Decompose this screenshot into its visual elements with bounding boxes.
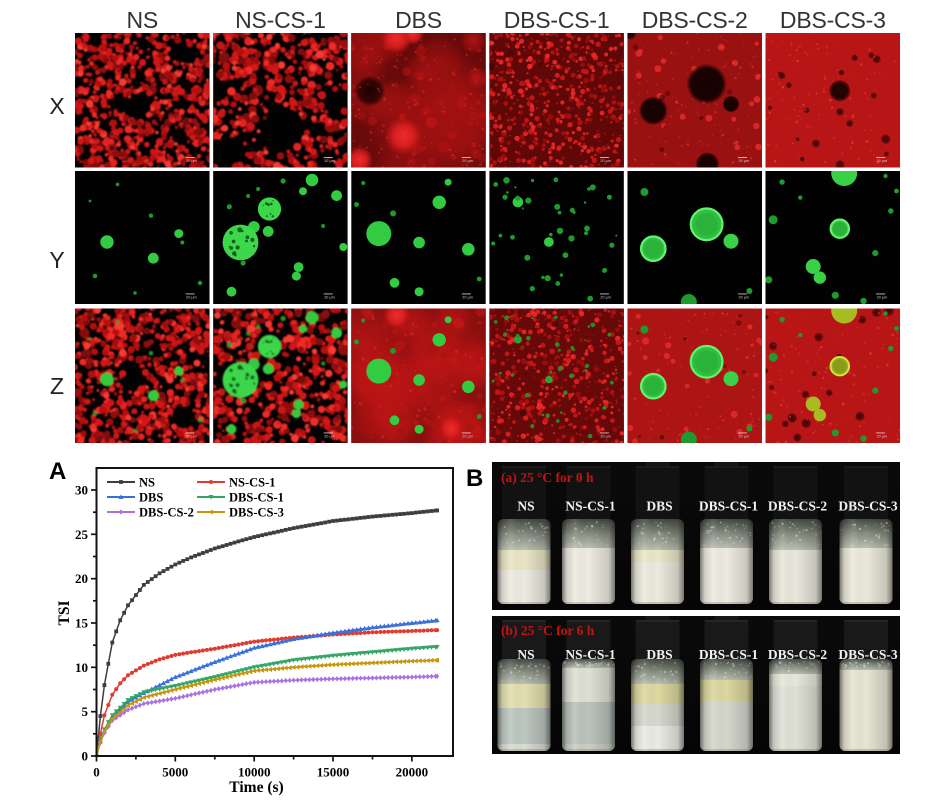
svg-text:5000: 5000 bbox=[162, 765, 188, 780]
svg-text:20 μm: 20 μm bbox=[462, 296, 473, 300]
svg-text:30: 30 bbox=[75, 483, 88, 498]
svg-text:20 μm: 20 μm bbox=[324, 296, 335, 300]
svg-text:DBS-CS-3: DBS-CS-3 bbox=[229, 506, 284, 520]
svg-text:20 μm: 20 μm bbox=[324, 435, 335, 439]
svg-text:20 μm: 20 μm bbox=[877, 296, 888, 300]
svg-text:0: 0 bbox=[93, 765, 100, 780]
svg-text:15: 15 bbox=[75, 616, 89, 631]
svg-text:20000: 20000 bbox=[396, 765, 429, 780]
svg-text:TSI: TSI bbox=[56, 601, 73, 626]
svg-text:5: 5 bbox=[82, 704, 89, 719]
svg-text:20 μm: 20 μm bbox=[324, 159, 335, 163]
svg-text:DBS-CS-2: DBS-CS-2 bbox=[139, 506, 194, 520]
svg-text:25: 25 bbox=[75, 527, 89, 542]
svg-text:NS-CS-1: NS-CS-1 bbox=[229, 476, 276, 490]
svg-text:DBS: DBS bbox=[139, 491, 163, 505]
svg-text:DBS-CS-1: DBS-CS-1 bbox=[229, 491, 284, 505]
svg-text:20 μm: 20 μm bbox=[186, 435, 197, 439]
svg-text:10000: 10000 bbox=[238, 765, 271, 780]
svg-text:20 μm: 20 μm bbox=[462, 159, 473, 163]
svg-text:0: 0 bbox=[82, 749, 89, 764]
svg-text:20 μm: 20 μm bbox=[877, 159, 888, 163]
svg-text:20 μm: 20 μm bbox=[739, 159, 750, 163]
svg-text:15000: 15000 bbox=[317, 765, 350, 780]
svg-text:NS: NS bbox=[139, 476, 155, 490]
svg-text:20 μm: 20 μm bbox=[600, 159, 611, 163]
svg-text:20 μm: 20 μm bbox=[739, 435, 750, 439]
svg-text:Time (s): Time (s) bbox=[229, 779, 283, 796]
svg-text:20 μm: 20 μm bbox=[739, 296, 750, 300]
svg-text:20 μm: 20 μm bbox=[186, 296, 197, 300]
svg-text:20 μm: 20 μm bbox=[462, 435, 473, 439]
svg-text:20 μm: 20 μm bbox=[186, 159, 197, 163]
svg-text:20 μm: 20 μm bbox=[600, 296, 611, 300]
svg-text:20 μm: 20 μm bbox=[877, 435, 888, 439]
svg-text:20 μm: 20 μm bbox=[600, 435, 611, 439]
svg-text:20: 20 bbox=[75, 571, 88, 586]
svg-text:10: 10 bbox=[75, 660, 88, 675]
